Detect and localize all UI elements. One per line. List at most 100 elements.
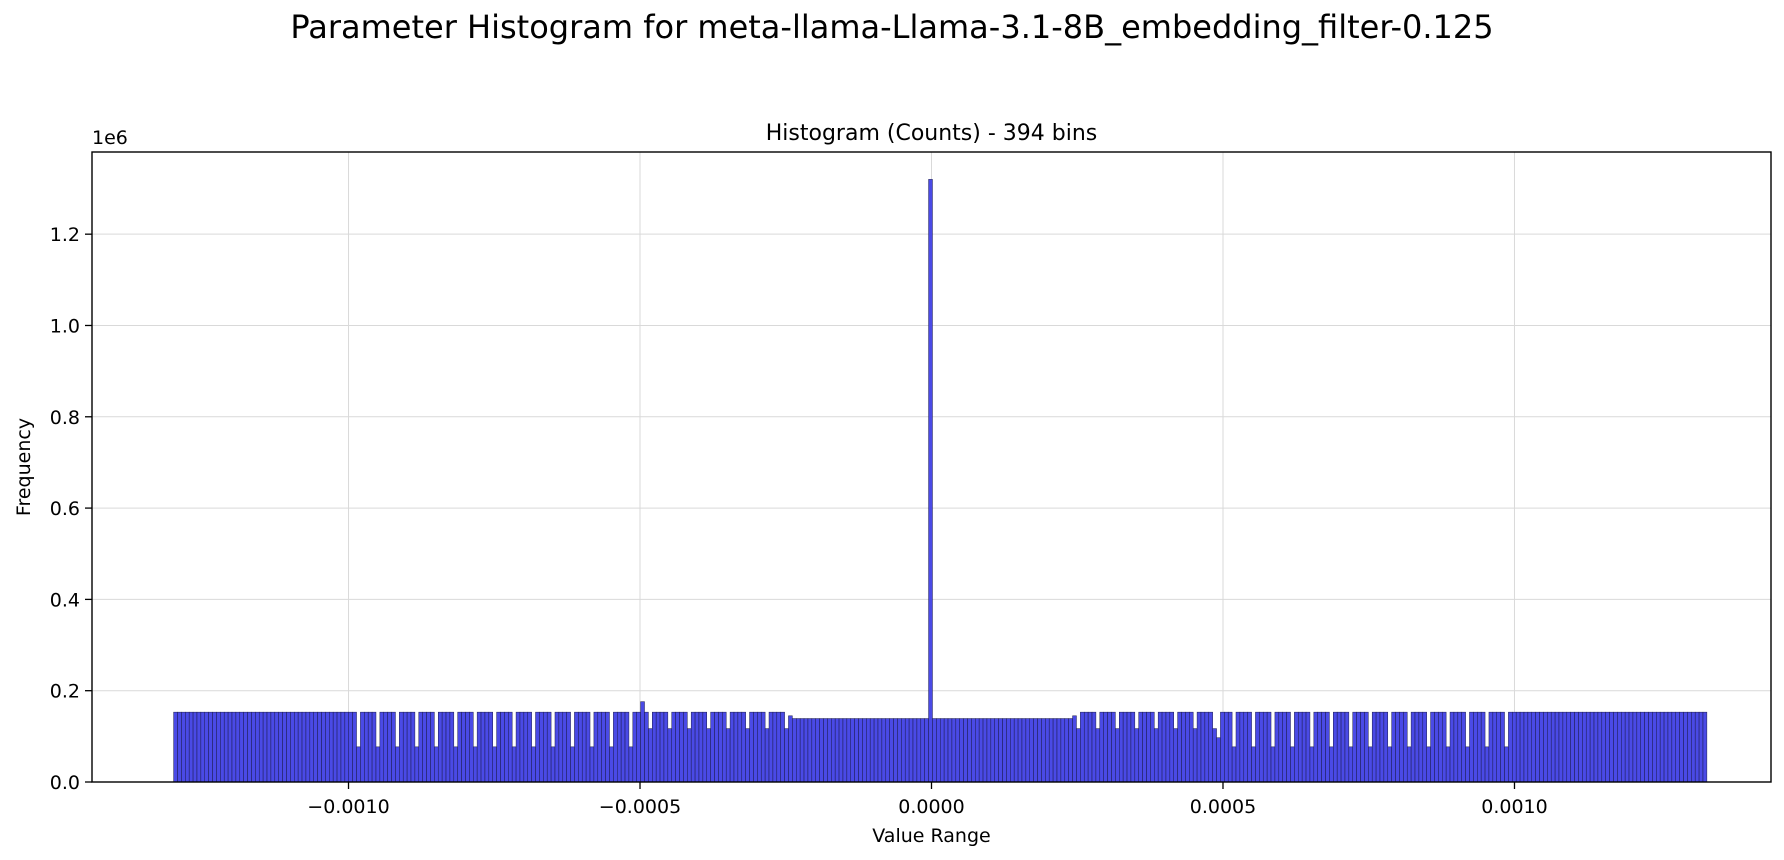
histogram-bar (309, 711, 314, 783)
histogram-bar (1029, 718, 1034, 783)
histogram-bar (535, 711, 540, 783)
y-tick-label: 0.6 (50, 498, 80, 520)
histogram-bar (570, 746, 575, 783)
histogram-bar (527, 711, 532, 783)
histogram-bar (632, 711, 637, 783)
histogram-bar (216, 711, 221, 783)
histogram-bar (437, 711, 443, 783)
histogram-bar (465, 711, 470, 783)
histogram-bar (1025, 718, 1030, 783)
histogram-bar (920, 718, 925, 783)
histogram-bar (1189, 711, 1194, 783)
histogram-bar (1146, 711, 1151, 783)
histogram-bar (1107, 711, 1112, 783)
histogram-bar (1648, 711, 1653, 783)
histogram-bar (1477, 711, 1482, 783)
histogram-bar (1220, 711, 1225, 783)
histogram-bar (1694, 711, 1700, 783)
histogram-bar (698, 711, 704, 783)
histogram-bar (1410, 711, 1416, 783)
histogram-bar (1072, 715, 1077, 783)
x-tick-label: −0.0005 (599, 796, 681, 818)
y-tick-label: 0.4 (50, 589, 80, 611)
histogram-bar (978, 718, 984, 783)
histogram-bar (258, 711, 264, 783)
histogram-bar (869, 718, 875, 783)
histogram-bar (1212, 728, 1217, 783)
histogram-bar (1348, 746, 1353, 783)
histogram-bar (294, 711, 299, 783)
bars-layer (173, 179, 1708, 783)
histogram-bar (1231, 746, 1237, 783)
histogram-bar (1574, 711, 1579, 783)
histogram-bar (473, 746, 478, 783)
histogram-bar (1169, 711, 1174, 783)
histogram-bar (1636, 711, 1641, 783)
histogram-bar (1628, 711, 1634, 783)
histogram-bar (1161, 711, 1167, 783)
histogram-bar (1550, 711, 1556, 783)
histogram-bar (1391, 711, 1396, 783)
histogram-bar (402, 711, 408, 783)
histogram-bar (1126, 711, 1132, 783)
histogram-bar (1515, 711, 1521, 783)
histogram-bar (912, 718, 918, 783)
histogram-bar (1364, 711, 1369, 783)
histogram-bar (1111, 711, 1116, 783)
histogram-bar (1239, 711, 1245, 783)
histogram-bar (1508, 711, 1513, 783)
histogram-bar (1558, 711, 1564, 783)
histogram-bar (1227, 711, 1233, 783)
histogram-bar (1278, 711, 1283, 783)
histogram-bar (811, 718, 816, 783)
histogram-bar (780, 711, 785, 783)
histogram-bar (1531, 711, 1536, 783)
histogram-bar (578, 711, 583, 783)
histogram-bar (605, 711, 610, 783)
histogram-bar (430, 711, 435, 783)
histogram-bar (636, 711, 641, 783)
histogram-bar (1383, 711, 1389, 783)
histogram-bar (1406, 746, 1412, 783)
histogram-bar (1578, 711, 1583, 783)
histogram-bar (1091, 711, 1097, 783)
histogram-bar (422, 711, 427, 783)
histogram-bar (1224, 711, 1229, 783)
histogram-bar (663, 711, 669, 783)
histogram-bar (581, 711, 587, 783)
histogram-bar (1196, 711, 1202, 783)
histogram-bar (710, 711, 715, 783)
histogram-bar (1656, 711, 1661, 783)
histogram-bar (749, 711, 754, 783)
histogram-bar (1056, 718, 1062, 783)
histogram-bar (1068, 718, 1073, 783)
histogram-bar (379, 711, 385, 783)
histogram-bar (1659, 711, 1665, 783)
histogram-bar (1309, 746, 1315, 783)
histogram-bar (235, 711, 241, 783)
histogram-bar (480, 711, 486, 783)
histogram-bar (616, 711, 622, 783)
histogram-bar (585, 711, 591, 783)
chart-title: Histogram (Counts) - 394 bins (766, 121, 1097, 146)
histogram-bar (768, 711, 774, 783)
histogram-bar (760, 711, 766, 783)
x-tick-label: 0.0005 (1190, 796, 1256, 818)
histogram-bar (515, 711, 521, 783)
y-axis-label: Frequency (13, 418, 35, 516)
histogram-bar (1539, 711, 1544, 783)
histogram-bar (1379, 711, 1385, 783)
histogram-bar (838, 718, 844, 783)
histogram-bar (803, 718, 809, 783)
histogram-bar (659, 711, 665, 783)
histogram-bar (1473, 711, 1478, 783)
histogram-bar (274, 711, 279, 783)
histogram-bar (255, 711, 260, 783)
ticks-layer: −0.0010 −0.0005 0.0000 0.0005 0.0010 0.0 0.2 0.… (50, 224, 1548, 818)
histogram-bar (441, 711, 447, 783)
histogram-bar (1356, 711, 1361, 783)
histogram-bar (589, 746, 595, 783)
histogram-bar (387, 711, 392, 783)
